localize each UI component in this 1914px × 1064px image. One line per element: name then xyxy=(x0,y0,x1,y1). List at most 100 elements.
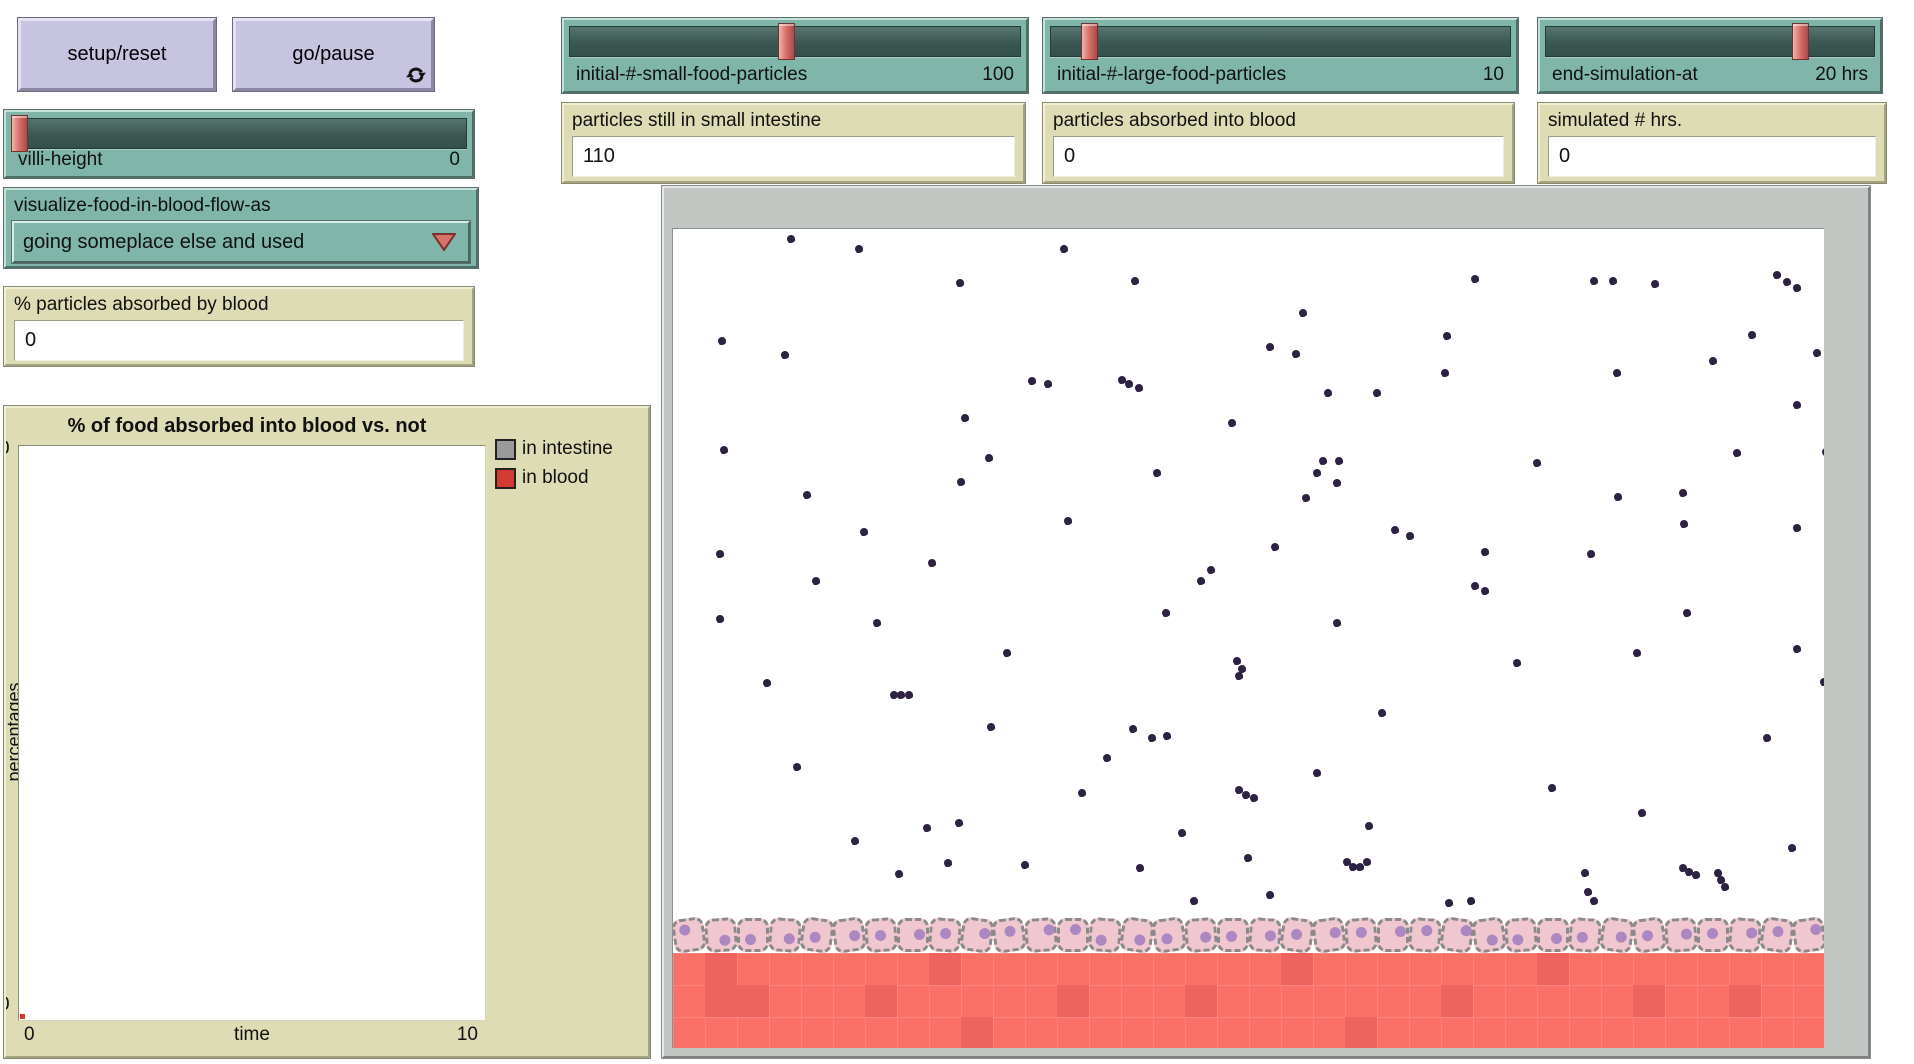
setup-reset-button[interactable]: setup/reset xyxy=(18,18,216,91)
food-particle xyxy=(1178,829,1186,837)
food-particle xyxy=(985,454,993,462)
chooser-dropdown[interactable]: going someplace else and used xyxy=(12,221,470,263)
villus-cell xyxy=(1217,918,1249,952)
villus-cell xyxy=(1150,915,1188,955)
slider-label: end-simulation-at xyxy=(1552,64,1698,85)
slider-handle[interactable] xyxy=(11,115,28,152)
food-particle xyxy=(812,577,820,585)
food-particle xyxy=(961,414,969,422)
cell-nucleus-icon xyxy=(939,927,952,940)
cell-nucleus-icon xyxy=(1395,926,1406,937)
slider-label: initial-#-small-food-particles xyxy=(576,64,808,85)
food-particle xyxy=(1709,357,1717,365)
food-particle xyxy=(928,559,936,567)
food-particle xyxy=(1060,245,1068,253)
slider-groove[interactable] xyxy=(11,118,467,149)
slider-label: villi-height xyxy=(18,149,103,170)
food-particle xyxy=(1378,709,1386,717)
plot-title: % of food absorbed into blood vs. not xyxy=(67,415,427,437)
villus-cell xyxy=(1758,915,1796,955)
food-particle xyxy=(1028,377,1036,385)
end-simulation-at-slider[interactable]: end-simulation-at 20 hrs xyxy=(1538,18,1882,93)
villus-cell xyxy=(1598,915,1636,955)
food-particle xyxy=(1788,844,1796,852)
villus-cell xyxy=(1310,915,1348,955)
monitor-label: particles still in small intestine xyxy=(572,110,822,131)
food-particle xyxy=(1238,665,1246,673)
cell-nucleus-icon xyxy=(1551,933,1562,944)
food-particle xyxy=(1233,657,1241,665)
world-canvas[interactable] xyxy=(672,228,1824,1048)
cell-nucleus-icon xyxy=(1290,928,1303,941)
cell-nucleus-icon xyxy=(874,929,887,942)
villus-cell xyxy=(990,915,1028,955)
initial-small-food-particles-slider[interactable]: initial-#-small-food-particles 100 xyxy=(562,18,1028,93)
villus-cell xyxy=(1503,916,1539,954)
food-particle xyxy=(860,528,868,536)
simulated-hrs-monitor: simulated # hrs. 0 xyxy=(1538,103,1886,183)
food-particle xyxy=(1441,369,1449,377)
villus-cell xyxy=(1087,916,1123,954)
monitor-value: 110 xyxy=(583,145,615,167)
x-axis-title: time xyxy=(234,1024,270,1045)
cell-nucleus-icon xyxy=(1745,927,1758,939)
monitor-label: particles absorbed into blood xyxy=(1053,110,1296,131)
food-particle xyxy=(803,491,811,499)
villus-cell xyxy=(1247,916,1283,954)
cell-nucleus-icon xyxy=(808,931,822,944)
food-particle xyxy=(1548,784,1556,792)
food-particle xyxy=(1129,725,1137,733)
food-particle xyxy=(944,859,952,867)
food-particle xyxy=(1685,868,1693,876)
villus-cell xyxy=(1470,915,1508,955)
cell-nucleus-icon xyxy=(1329,926,1342,939)
blood-flow-region xyxy=(673,953,1824,1048)
cell-nucleus-icon xyxy=(1707,928,1718,939)
food-particle xyxy=(955,819,963,827)
food-particle xyxy=(1613,369,1621,377)
villi-height-slider[interactable]: villi-height 0 xyxy=(4,110,474,178)
cell-nucleus-icon xyxy=(1043,924,1056,936)
slider-handle[interactable] xyxy=(1792,23,1810,60)
legend-label: in blood xyxy=(522,467,589,488)
food-particle xyxy=(1333,479,1341,487)
food-particle xyxy=(1299,309,1307,317)
food-particle xyxy=(1235,786,1243,794)
blood-patch-dark xyxy=(1537,953,1569,985)
food-particle xyxy=(1793,645,1801,653)
villus-cell xyxy=(1057,918,1089,952)
food-particle xyxy=(1118,376,1126,384)
slider-groove[interactable] xyxy=(1050,26,1511,57)
legend-item-in-blood: in blood xyxy=(495,467,613,489)
blood-patch-dark xyxy=(705,953,737,985)
slider-handle[interactable] xyxy=(1081,23,1099,60)
villus-cell xyxy=(1438,915,1476,955)
blood-patch-dark xyxy=(705,985,737,1017)
food-particle xyxy=(1266,891,1274,899)
food-particle xyxy=(1822,448,1824,456)
monitor-value-box: 0 xyxy=(1053,136,1504,177)
cell-nucleus-icon xyxy=(1459,924,1473,937)
slider-groove[interactable] xyxy=(569,26,1021,57)
food-particle xyxy=(1125,380,1133,388)
food-particle xyxy=(1153,469,1161,477)
blood-patch-dark xyxy=(1345,1017,1377,1048)
food-particle xyxy=(1363,858,1371,866)
blood-patch-dark xyxy=(1441,985,1473,1017)
food-particle xyxy=(855,245,863,253)
villus-cell xyxy=(1790,915,1824,955)
slider-handle[interactable] xyxy=(777,23,795,60)
food-particle xyxy=(1793,524,1801,532)
plot-canvas xyxy=(18,445,486,1021)
food-particle xyxy=(987,723,995,731)
initial-large-food-particles-slider[interactable]: initial-#-large-food-particles 10 xyxy=(1043,18,1518,93)
blood-patch-dark xyxy=(1729,985,1761,1017)
villus-cell xyxy=(1377,918,1409,952)
cell-nucleus-icon xyxy=(1095,934,1107,947)
cell-nucleus-icon xyxy=(1355,926,1368,939)
slider-groove[interactable] xyxy=(1545,26,1875,57)
food-particle xyxy=(1471,275,1479,283)
go-pause-button[interactable]: go/pause xyxy=(233,18,434,91)
villus-cell xyxy=(1537,918,1569,952)
